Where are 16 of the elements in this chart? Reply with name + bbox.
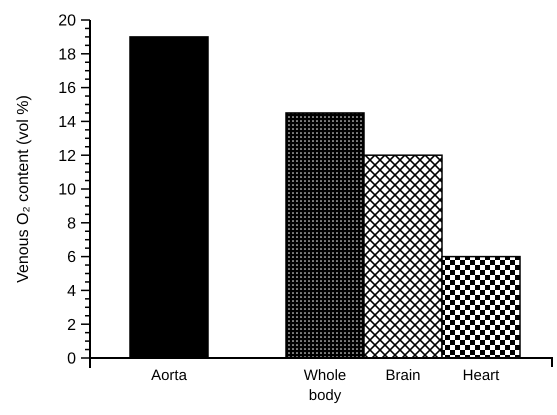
x-tick-label: Aorta (151, 367, 188, 384)
y-tick-label: 10 (58, 182, 76, 199)
x-tick-label: Heart (462, 367, 500, 384)
y-tick-label: 8 (67, 215, 76, 232)
y-tick-label: 0 (67, 350, 76, 368)
y-tick-label: 18 (58, 46, 76, 64)
y-axis-title: Venous O₂ content (vol %) (15, 95, 32, 283)
x-tick-label: Brain (385, 367, 421, 384)
y-tick-label: 20 (58, 12, 76, 30)
y-tick-label: 6 (67, 249, 76, 266)
y-tick-label: 4 (67, 283, 76, 300)
y-tick-label: 12 (58, 148, 76, 165)
y-tick-label: 2 (67, 316, 76, 334)
x-tick-label: Whole body (304, 367, 346, 404)
y-tick-label: 16 (58, 80, 76, 98)
y-tick-label: 14 (58, 114, 76, 131)
